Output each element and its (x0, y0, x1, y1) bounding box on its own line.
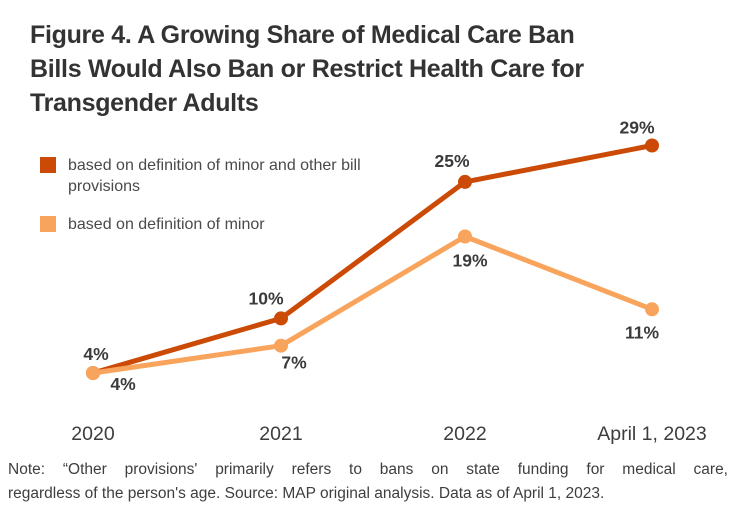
data-point (458, 174, 472, 189)
data-label: 25% (434, 151, 469, 171)
legend-swatch-dark-orange-icon (40, 157, 56, 173)
data-point (274, 311, 288, 326)
data-label: 7% (281, 353, 307, 373)
figure-title: Figure 4. A Growing Share of Medical Car… (30, 18, 584, 120)
x-axis-label: 2022 (443, 423, 486, 445)
legend-label-minor: based on definition of minor (68, 216, 265, 233)
data-point (274, 338, 288, 353)
data-point (458, 229, 472, 244)
data-label: 29% (619, 118, 654, 138)
data-label: 19% (452, 251, 487, 271)
data-point (645, 138, 659, 153)
title-line-3: Transgender Adults (30, 89, 259, 117)
x-axis-label: 2020 (71, 423, 115, 445)
series-line-minor-and-other (90, 143, 655, 376)
series-line-minor (90, 234, 655, 376)
data-label: 4% (110, 374, 136, 394)
legend-swatch-light-orange-icon (40, 216, 56, 232)
legend-item-minor: based on definition of minor (40, 214, 370, 235)
x-axis-label: 2021 (259, 423, 302, 445)
legend-label-minor-and-other: based on definition of minor and other b… (68, 157, 361, 195)
data-label: 4% (83, 344, 109, 364)
x-axis-label: April 1, 2023 (597, 423, 707, 445)
legend-item-minor-and-other: based on definition of minor and other b… (40, 155, 370, 197)
data-point (86, 366, 100, 380)
title-line-1: Figure 4. A Growing Share of Medical Car… (30, 21, 575, 49)
data-label: 10% (248, 288, 283, 308)
title-line-2: Bills Would Also Ban or Restrict Health … (30, 55, 584, 83)
note-line-1: Note: “Other provisions' primarily refer… (8, 461, 728, 478)
figure-note: Note: “Other provisions' primarily refer… (8, 458, 728, 506)
chart-legend: based on definition of minor and other b… (40, 155, 370, 235)
note-line-2: regardless of the person's age. Source: … (8, 485, 605, 502)
data-label: 11% (625, 322, 659, 342)
data-point (645, 302, 659, 317)
